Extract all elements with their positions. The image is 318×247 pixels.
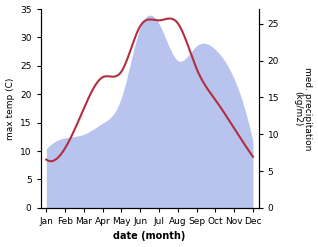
Y-axis label: med. precipitation
(kg/m2): med. precipitation (kg/m2) xyxy=(293,67,313,150)
Y-axis label: max temp (C): max temp (C) xyxy=(5,77,15,140)
X-axis label: date (month): date (month) xyxy=(114,231,186,242)
